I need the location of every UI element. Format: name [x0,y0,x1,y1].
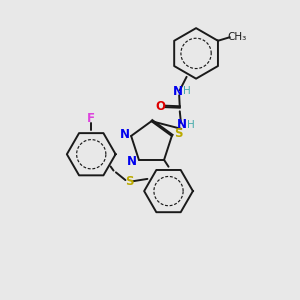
Text: N: N [120,128,130,141]
Text: O: O [156,100,166,113]
Text: H: H [188,120,195,130]
Text: S: S [125,176,133,188]
Text: N: N [173,85,183,98]
Text: H: H [183,86,191,96]
Text: F: F [87,112,95,125]
Text: N: N [177,118,187,131]
Text: S: S [174,127,183,140]
Text: N: N [128,155,137,168]
Text: CH₃: CH₃ [227,32,246,42]
